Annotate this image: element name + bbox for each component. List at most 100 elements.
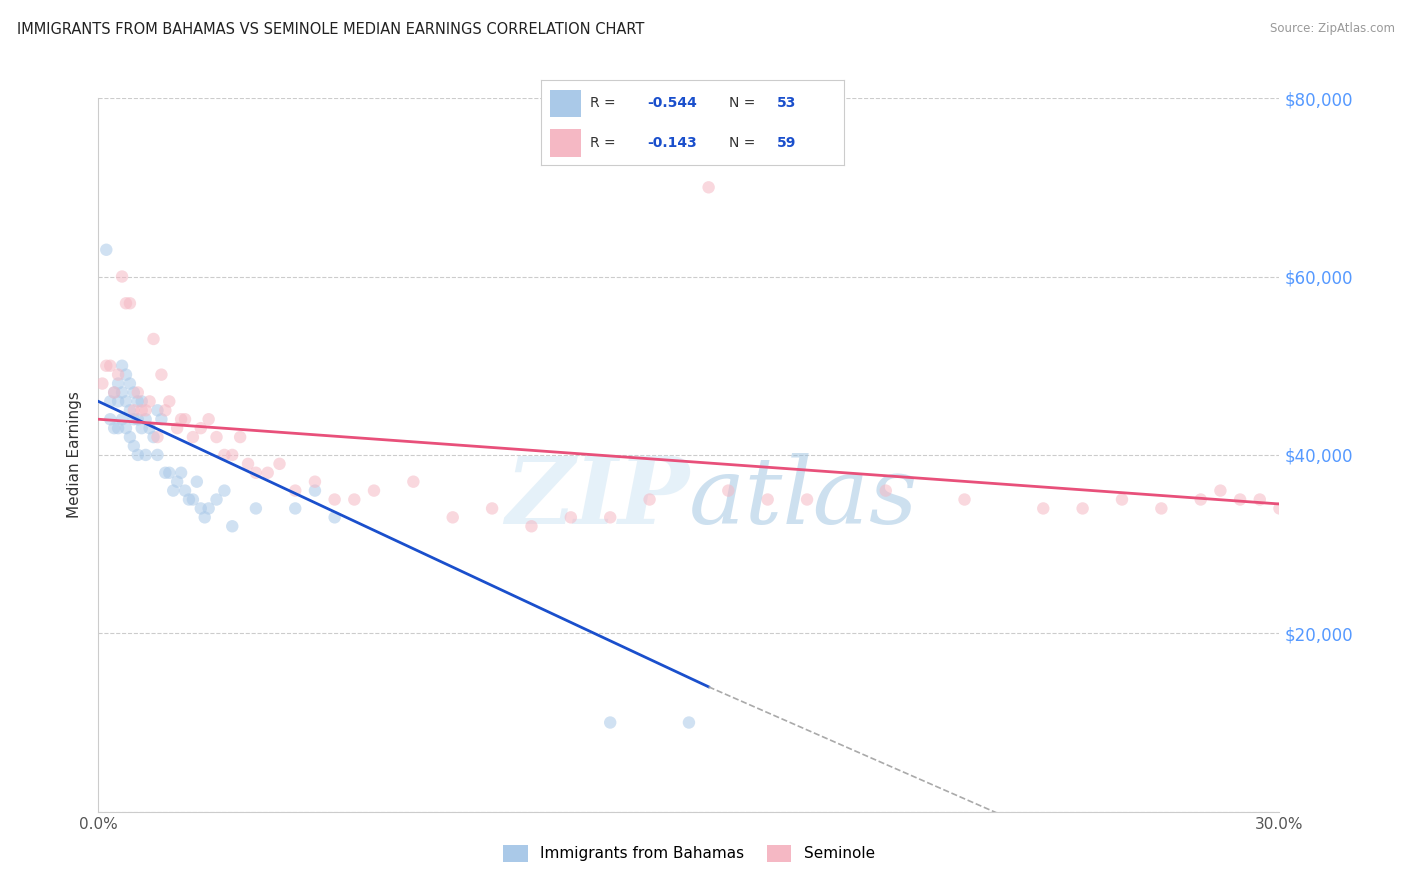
Text: Source: ZipAtlas.com: Source: ZipAtlas.com — [1270, 22, 1395, 36]
Point — [323, 492, 346, 507]
Point — [98, 394, 121, 409]
Point — [236, 457, 259, 471]
Point — [1150, 501, 1173, 516]
Point — [162, 483, 184, 498]
Text: R =: R = — [589, 96, 616, 110]
Point — [150, 412, 173, 426]
Point — [323, 510, 346, 524]
Text: 59: 59 — [778, 136, 796, 150]
Point — [142, 332, 165, 346]
Point — [111, 385, 134, 400]
Point — [107, 368, 129, 382]
Point — [138, 421, 160, 435]
Point — [174, 483, 197, 498]
Text: atlas: atlas — [689, 453, 918, 542]
Point — [953, 492, 976, 507]
Point — [205, 492, 228, 507]
Point — [221, 519, 243, 533]
Point — [214, 448, 236, 462]
Point — [166, 475, 188, 489]
Point — [402, 475, 425, 489]
Point — [678, 715, 700, 730]
Text: -0.544: -0.544 — [647, 96, 697, 110]
Point — [115, 368, 138, 382]
Point — [135, 448, 157, 462]
Point — [256, 466, 278, 480]
Point — [111, 412, 134, 426]
Legend: Immigrants from Bahamas, Seminole: Immigrants from Bahamas, Seminole — [498, 838, 880, 868]
Point — [343, 492, 366, 507]
Point — [1032, 501, 1054, 516]
Text: -0.143: -0.143 — [647, 136, 697, 150]
Point — [221, 448, 243, 462]
Point — [186, 475, 208, 489]
Point — [111, 269, 134, 284]
Point — [155, 403, 177, 417]
Point — [122, 403, 145, 417]
Point — [284, 501, 307, 516]
Point — [1209, 483, 1232, 498]
Point — [197, 501, 219, 516]
Point — [115, 394, 138, 409]
Point — [131, 394, 153, 409]
Text: N =: N = — [728, 136, 755, 150]
Point — [363, 483, 385, 498]
Point — [118, 430, 141, 444]
Point — [304, 483, 326, 498]
Point — [146, 448, 169, 462]
Point — [197, 412, 219, 426]
Point — [122, 385, 145, 400]
Point — [107, 421, 129, 435]
Point — [1249, 492, 1271, 507]
Text: N =: N = — [728, 96, 755, 110]
Point — [599, 715, 621, 730]
Point — [118, 376, 141, 391]
Point — [135, 403, 157, 417]
Point — [127, 412, 149, 426]
Point — [170, 466, 193, 480]
Text: IMMIGRANTS FROM BAHAMAS VS SEMINOLE MEDIAN EARNINGS CORRELATION CHART: IMMIGRANTS FROM BAHAMAS VS SEMINOLE MEDI… — [17, 22, 644, 37]
Bar — [550, 89, 581, 117]
Point — [174, 412, 197, 426]
Point — [118, 403, 141, 417]
Point — [111, 359, 134, 373]
Point — [181, 492, 204, 507]
Point — [103, 421, 125, 435]
Point — [190, 501, 212, 516]
Point — [142, 430, 165, 444]
Point — [441, 510, 464, 524]
Point — [155, 466, 177, 480]
Point — [107, 394, 129, 409]
Point — [115, 296, 138, 310]
Point — [98, 412, 121, 426]
Point — [1268, 501, 1291, 516]
Point — [875, 483, 897, 498]
Point — [214, 483, 236, 498]
Point — [115, 421, 138, 435]
Point — [127, 394, 149, 409]
Point — [91, 376, 114, 391]
Point — [146, 403, 169, 417]
Y-axis label: Median Earnings: Median Earnings — [67, 392, 83, 518]
Point — [599, 510, 621, 524]
Point — [269, 457, 291, 471]
Point — [1111, 492, 1133, 507]
Point — [717, 483, 740, 498]
Point — [1189, 492, 1212, 507]
Point — [135, 412, 157, 426]
Point — [190, 421, 212, 435]
Point — [194, 510, 217, 524]
Point — [304, 475, 326, 489]
Point — [96, 243, 118, 257]
Point — [103, 385, 125, 400]
Point — [107, 376, 129, 391]
Point — [157, 394, 180, 409]
Point — [520, 519, 543, 533]
Point — [1071, 501, 1094, 516]
Point — [284, 483, 307, 498]
Point — [697, 180, 720, 194]
Point — [157, 466, 180, 480]
Point — [138, 394, 160, 409]
Bar — [550, 129, 581, 157]
Point — [131, 421, 153, 435]
